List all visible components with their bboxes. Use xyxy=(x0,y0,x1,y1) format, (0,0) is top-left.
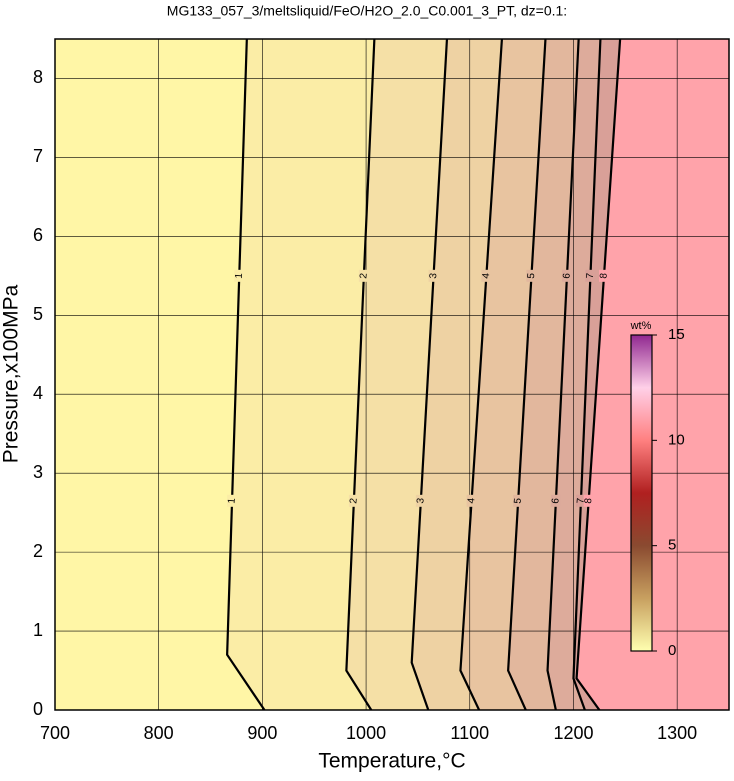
contour-label-bg xyxy=(526,269,537,282)
x-axis-label: Temperature,°C xyxy=(318,750,465,773)
colorbar-tick-label: 10 xyxy=(668,431,685,448)
contour-label-bg xyxy=(415,494,426,507)
contour-label: 6 xyxy=(561,272,572,279)
contour-label: 1 xyxy=(226,497,237,504)
contour-label: 7 xyxy=(585,272,596,279)
contour-line xyxy=(410,39,449,710)
colorbar-tick-label: 0 xyxy=(668,642,676,659)
x-tick-label: 1200 xyxy=(553,723,593,743)
y-tick-label: 2 xyxy=(33,541,43,561)
y-tick-label: 3 xyxy=(33,462,43,482)
contour-label: 5 xyxy=(526,272,537,279)
contour-label-bg xyxy=(358,269,369,282)
contour-line xyxy=(572,39,602,710)
contour-label: 3 xyxy=(428,272,439,279)
x-tick-label: 700 xyxy=(40,723,70,743)
contour-label-bg xyxy=(585,269,596,282)
x-tick-label: 1300 xyxy=(657,723,697,743)
x-tick-label: 900 xyxy=(247,723,277,743)
contour-label: 7 xyxy=(575,497,586,504)
colorbar-tick-label: 5 xyxy=(668,537,676,554)
contour-label-bg xyxy=(550,494,561,507)
contour-label: 8 xyxy=(598,272,609,279)
contour-line xyxy=(226,39,266,710)
contour-label-bg xyxy=(583,494,594,507)
y-tick-label: 1 xyxy=(33,620,43,640)
contour-label-bg xyxy=(481,269,492,282)
contour-label-bg xyxy=(513,494,524,507)
y-tick-label: 4 xyxy=(33,383,43,403)
colorbar xyxy=(630,334,653,652)
contour-label-bg xyxy=(234,269,245,282)
y-axis-label: Pressure,x100MPa xyxy=(0,284,23,463)
contour-line xyxy=(575,39,622,710)
chart-title: MG133_057_3/meltsliquid/FeO/H2O_2.0_C0.0… xyxy=(167,3,567,19)
contour-label: 4 xyxy=(481,272,492,279)
x-tick-label: 1100 xyxy=(450,723,489,743)
contour-line xyxy=(459,39,504,710)
contour-label: 4 xyxy=(466,497,477,504)
contour-label-bg xyxy=(227,494,238,507)
contour-line xyxy=(507,39,547,710)
contour-line xyxy=(546,39,580,710)
contour-label: 6 xyxy=(550,497,561,504)
colorbar-label: wt% xyxy=(630,320,652,332)
contour-label-bg xyxy=(348,494,359,507)
contour-label: 8 xyxy=(583,497,594,504)
plot-frame xyxy=(54,38,730,711)
contour-label-bg xyxy=(598,269,609,282)
x-tick-label: 800 xyxy=(144,723,174,743)
contour-line xyxy=(345,39,376,710)
y-tick-label: 5 xyxy=(33,304,43,324)
contour-label: 1 xyxy=(234,272,245,279)
y-tick-label: 7 xyxy=(33,146,43,166)
y-tick-label: 6 xyxy=(33,225,43,245)
contour-label-bg xyxy=(561,269,572,282)
contour-label: 3 xyxy=(415,497,426,504)
y-tick-label: 8 xyxy=(33,67,43,87)
colorbar-tick-label: 15 xyxy=(668,326,685,343)
contour-label: 2 xyxy=(358,272,369,279)
contour-label-bg xyxy=(428,269,439,282)
contour-band xyxy=(576,39,729,710)
contour-label: 2 xyxy=(348,497,359,504)
x-tick-label: 1000 xyxy=(346,723,386,743)
contour-label-bg xyxy=(466,494,477,507)
y-tick-label: 0 xyxy=(33,699,43,719)
contour-label: 5 xyxy=(513,497,524,504)
contour-label-bg xyxy=(575,494,586,507)
